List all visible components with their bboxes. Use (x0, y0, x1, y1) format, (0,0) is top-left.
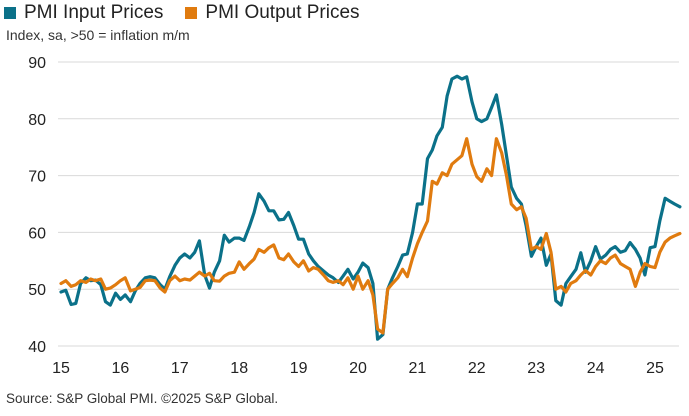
x-tick-label: 20 (349, 360, 367, 377)
legend-item-output-prices: PMI Output Prices (185, 2, 360, 24)
legend-swatch-output-prices (185, 7, 198, 19)
y-tick-label: 80 (28, 112, 46, 129)
source-note: Source: S&P Global PMI. ©2025 S&P Global… (6, 391, 279, 406)
legend-label-output-prices: PMI Output Prices (205, 2, 360, 23)
x-tick-label: 22 (468, 360, 486, 377)
legend-swatch-input-prices (4, 7, 16, 19)
x-tick-label: 17 (171, 360, 189, 377)
y-tick-label: 90 (28, 55, 46, 72)
y-tick-label: 70 (28, 169, 46, 186)
y-tick-label: 60 (28, 225, 46, 242)
legend-item-input-prices: PMI Input Prices (4, 2, 163, 24)
input-prices-line (59, 74, 682, 341)
series-lines (59, 74, 682, 341)
gridlines (58, 61, 679, 347)
x-tick-label: 24 (587, 360, 605, 377)
x-tick-label: 18 (230, 360, 248, 377)
x-tick-label: 21 (409, 360, 427, 377)
y-axis-tick-labels: 40 50 60 70 80 90 (28, 55, 46, 356)
chart-subtitle: Index, sa, >50 = inflation m/m (6, 27, 190, 43)
legend-label-input-prices: PMI Input Prices (24, 2, 164, 23)
x-tick-label: 23 (527, 360, 545, 377)
x-tick-label: 25 (646, 360, 664, 377)
x-axis-tick-labels: 15 16 17 18 19 20 21 22 23 24 25 (52, 360, 664, 377)
x-tick-label: 16 (112, 360, 130, 377)
output-prices-line (59, 137, 682, 335)
x-tick-label: 19 (290, 360, 308, 377)
legend: PMI Input Prices PMI Output Prices (4, 0, 360, 26)
y-tick-label: 50 (28, 282, 46, 299)
y-tick-label: 40 (28, 339, 46, 356)
x-tick-label: 15 (52, 360, 70, 377)
